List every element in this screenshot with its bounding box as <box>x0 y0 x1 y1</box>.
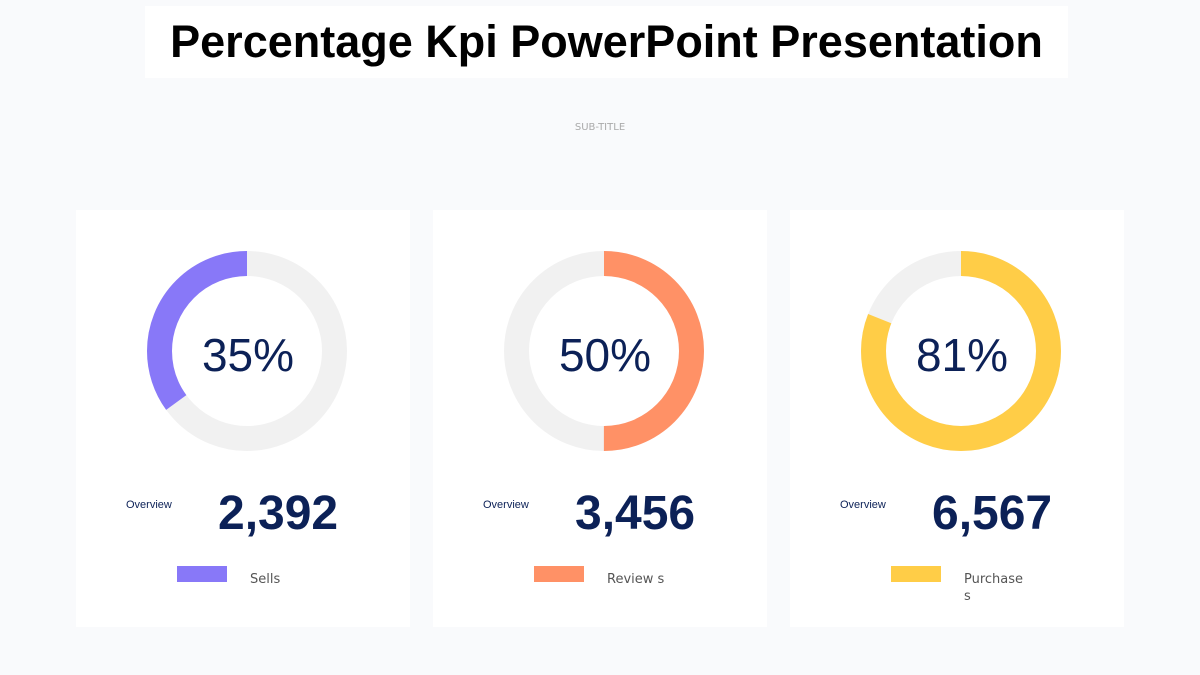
kpi-card: 81% Overview 6,567 Purchases <box>790 210 1124 627</box>
kpi-value: 2,392 <box>218 487 339 540</box>
percent-label: 35% <box>201 329 295 381</box>
donut-chart <box>861 251 1061 451</box>
legend-swatch <box>177 566 227 582</box>
legend-label: Review s <box>607 572 665 587</box>
overview-label: Overview <box>840 499 886 511</box>
donut-progress <box>147 251 347 451</box>
donut-chart <box>147 251 347 451</box>
percent-label: 81% <box>915 329 1009 381</box>
percent-label: 50% <box>558 329 652 381</box>
legend-label: Sells <box>250 572 281 587</box>
kpi-value: 3,456 <box>575 487 696 540</box>
kpi-card: 35% Overview 2,392 Sells <box>76 210 410 627</box>
page-title: Percentage Kpi PowerPoint Presentation <box>145 6 1068 78</box>
legend-swatch <box>891 566 941 582</box>
legend-swatch <box>534 566 584 582</box>
kpi-card: 50% Overview 3,456 Review s <box>433 210 767 627</box>
overview-label: Overview <box>126 499 172 511</box>
overview-label: Overview <box>483 499 529 511</box>
subtitle: SUB-TITLE <box>574 122 626 133</box>
donut-progress <box>861 251 1061 451</box>
donut-chart <box>504 251 704 451</box>
kpi-value: 6,567 <box>932 487 1053 540</box>
legend-label: Purchases <box>964 572 1024 604</box>
donut-progress <box>504 251 704 451</box>
